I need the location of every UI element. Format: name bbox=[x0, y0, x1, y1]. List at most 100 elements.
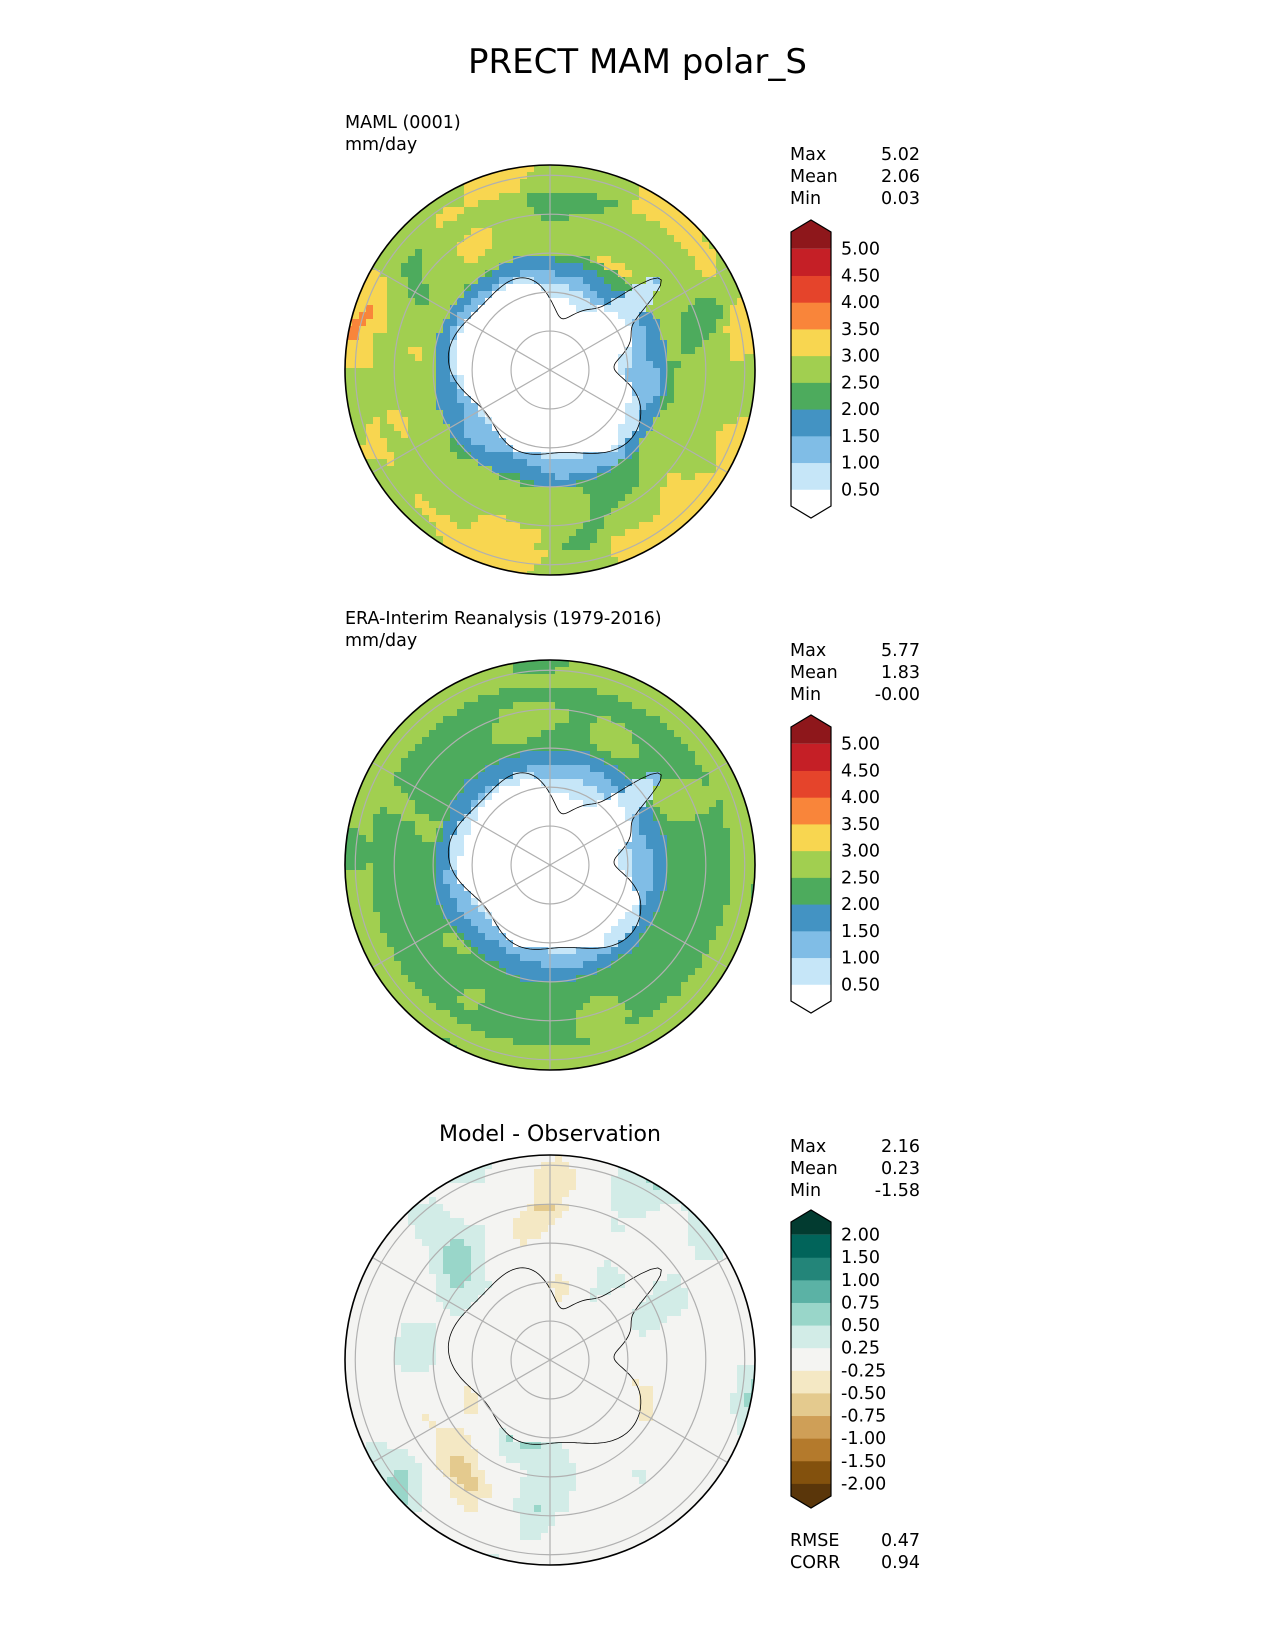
field-cell bbox=[688, 786, 696, 794]
field-cell bbox=[513, 779, 521, 787]
field-cell bbox=[513, 807, 521, 815]
field-cell bbox=[415, 249, 423, 257]
field-cell bbox=[653, 284, 661, 292]
field-cell bbox=[436, 207, 444, 215]
field-cell bbox=[730, 424, 738, 432]
field-cell bbox=[506, 835, 514, 843]
field-cell bbox=[576, 396, 584, 404]
field-cell bbox=[716, 473, 724, 481]
field-cell bbox=[646, 277, 654, 285]
field-cell bbox=[541, 277, 549, 285]
field-cell bbox=[597, 744, 605, 752]
field-cell bbox=[443, 200, 451, 208]
field-cell bbox=[555, 793, 563, 801]
field-cell bbox=[380, 298, 388, 306]
field-cell bbox=[611, 543, 619, 551]
field-cell bbox=[527, 779, 535, 787]
field-cell bbox=[366, 926, 374, 934]
field-cell bbox=[471, 856, 479, 864]
field-cell bbox=[499, 905, 507, 913]
field-cell bbox=[464, 347, 472, 355]
field-cell bbox=[625, 786, 633, 794]
field-cell bbox=[464, 737, 472, 745]
field-cell bbox=[394, 933, 402, 941]
field-cell bbox=[548, 291, 556, 299]
field-cell bbox=[408, 821, 416, 829]
field-cell bbox=[464, 242, 472, 250]
field-cell bbox=[541, 333, 549, 341]
field-cell bbox=[653, 515, 661, 523]
field-cell bbox=[653, 926, 661, 934]
field-cell bbox=[527, 214, 535, 222]
field-cell bbox=[674, 905, 682, 913]
field-cell bbox=[436, 702, 444, 710]
field-cell bbox=[394, 821, 402, 829]
field-cell bbox=[590, 905, 598, 913]
field-cell bbox=[576, 800, 584, 808]
field-cell bbox=[681, 312, 689, 320]
field-cell bbox=[443, 193, 451, 201]
field-cell bbox=[415, 242, 423, 250]
field-cell bbox=[597, 856, 605, 864]
field-cell bbox=[401, 842, 409, 850]
field-cell bbox=[625, 828, 633, 836]
field-cell bbox=[667, 905, 675, 913]
field-cell bbox=[625, 821, 633, 829]
field-cell bbox=[604, 891, 612, 899]
field-cell bbox=[422, 807, 430, 815]
field-cell bbox=[660, 884, 668, 892]
field-cell bbox=[611, 870, 619, 878]
field-cell bbox=[527, 235, 535, 243]
field-cell bbox=[506, 172, 514, 180]
field-cell bbox=[604, 249, 612, 257]
field-cell bbox=[618, 529, 626, 537]
field-cell bbox=[653, 807, 661, 815]
field-cell bbox=[576, 674, 584, 682]
field-cell bbox=[597, 779, 605, 787]
field-cell bbox=[436, 716, 444, 724]
field-cell bbox=[457, 298, 465, 306]
field-cell bbox=[478, 856, 486, 864]
field-cell bbox=[464, 947, 472, 955]
field-cell bbox=[499, 221, 507, 229]
field-cell bbox=[548, 947, 556, 955]
field-cell bbox=[716, 849, 724, 857]
field-cell bbox=[352, 424, 360, 432]
field-cell bbox=[632, 438, 640, 446]
field-cell bbox=[471, 354, 479, 362]
field-cell bbox=[450, 221, 458, 229]
field-cell bbox=[576, 242, 584, 250]
field-cell bbox=[485, 228, 493, 236]
field-cell bbox=[387, 326, 395, 334]
field-cell bbox=[597, 807, 605, 815]
field-cell bbox=[513, 431, 521, 439]
field-cell bbox=[443, 919, 451, 927]
field-cell bbox=[611, 375, 619, 383]
field-cell bbox=[555, 730, 563, 738]
field-cell bbox=[695, 368, 703, 376]
field-cell bbox=[681, 800, 689, 808]
field-cell bbox=[604, 235, 612, 243]
field-cell bbox=[513, 564, 521, 572]
field-cell bbox=[450, 716, 458, 724]
field-cell bbox=[373, 863, 381, 871]
field-cell bbox=[625, 186, 633, 194]
field-cell bbox=[688, 737, 696, 745]
field-cell bbox=[513, 200, 521, 208]
field-cell bbox=[499, 884, 507, 892]
field-cell bbox=[373, 459, 381, 467]
field-cell bbox=[576, 716, 584, 724]
field-cell bbox=[688, 361, 696, 369]
field-cell bbox=[394, 263, 402, 271]
field-cell bbox=[702, 284, 710, 292]
field-cell bbox=[625, 765, 633, 773]
field-cell bbox=[506, 828, 514, 836]
field-cell bbox=[667, 884, 675, 892]
field-cell bbox=[576, 884, 584, 892]
field-cell bbox=[569, 905, 577, 913]
field-cell bbox=[443, 466, 451, 474]
field-cell bbox=[401, 947, 409, 955]
field-cell bbox=[394, 912, 402, 920]
field-cell bbox=[583, 179, 591, 187]
field-cell bbox=[639, 681, 647, 689]
